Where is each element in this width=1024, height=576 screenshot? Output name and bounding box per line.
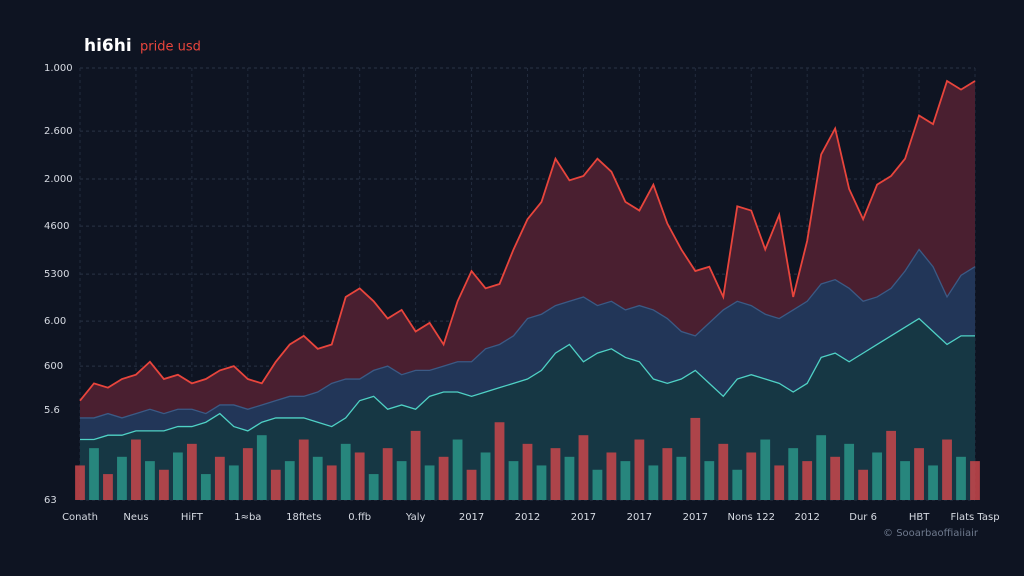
volume-bar (89, 448, 99, 500)
volume-bar (746, 452, 757, 500)
y-tick-label: 5.6 (44, 405, 60, 416)
volume-bar (536, 465, 547, 500)
volume-bar (508, 461, 519, 500)
volume-bar (914, 448, 924, 500)
volume-bar (75, 465, 85, 500)
volume-bar (802, 461, 813, 500)
volume-bar (760, 439, 771, 500)
x-tick-label: Neus (123, 512, 148, 523)
y-tick-label: 4600 (44, 221, 69, 232)
x-tick-label: 2012 (794, 512, 819, 523)
volume-bar (578, 435, 589, 500)
volume-bar (480, 452, 491, 500)
volume-bar (159, 469, 169, 500)
x-tick-label: 18ftets (286, 512, 321, 523)
volume-bar (131, 439, 141, 500)
volume-bar (396, 461, 407, 500)
x-tick-label: Flats Tasp (950, 512, 999, 523)
volume-bar (326, 465, 337, 500)
volume-bar (312, 456, 323, 500)
volume-bar (956, 456, 966, 500)
x-tick-label: 2017 (683, 512, 708, 523)
x-tick-label: 2017 (571, 512, 596, 523)
series-line (80, 317, 975, 441)
y-tick-label: 63 (44, 495, 57, 506)
volume-bar (368, 474, 379, 500)
x-tick-label: 2017 (627, 512, 652, 523)
chart-subtitle: pride usd (140, 40, 201, 55)
x-tick-label: HiFT (181, 512, 204, 523)
series-line (80, 248, 976, 419)
volume-bar (774, 465, 785, 500)
volume-bar (830, 456, 841, 500)
volume-bar (788, 448, 799, 500)
series-line (79, 79, 976, 402)
volume-bar (942, 439, 952, 500)
x-tick-label: Conath (62, 512, 98, 523)
x-tick-label: 0.ffb (348, 512, 371, 523)
volume-bar (242, 448, 253, 500)
volume-bar (186, 443, 197, 500)
volume-bar (900, 461, 910, 500)
volume-bar (438, 456, 449, 500)
volume-bar (522, 443, 533, 500)
volume-bar (117, 456, 127, 500)
volume-bar (103, 474, 113, 500)
x-tick-label: Dur 6 (849, 512, 877, 523)
volume-bar (690, 417, 701, 500)
y-tick-label: 6.00 (44, 316, 66, 327)
y-tick-label: 2.000 (44, 174, 73, 185)
attribution: © Sooarbaoffiaiiair (883, 528, 979, 539)
volume-bar (228, 465, 239, 500)
volume-bar (648, 465, 659, 500)
volume-bar (620, 461, 631, 500)
volume-bar (872, 452, 883, 500)
volume-bar (676, 456, 687, 500)
volume-bar (410, 430, 421, 500)
x-tick-label: 1≈ba (234, 512, 261, 523)
volume-bar (816, 435, 827, 500)
y-tick-label: 1.000 (44, 63, 73, 74)
volume-bar (718, 443, 729, 500)
volume-bar (145, 461, 155, 500)
volume-bar (634, 439, 645, 500)
x-tick-label: 2017 (459, 512, 484, 523)
volume-bar (564, 456, 575, 500)
x-tick-label: 2012 (515, 512, 540, 523)
volume-bar (592, 469, 603, 500)
volume-bar (424, 465, 435, 500)
volume-bar (354, 452, 365, 500)
volume-bar (270, 469, 281, 500)
volume-bar (256, 435, 267, 500)
x-tick-label: Yaly (405, 512, 426, 523)
volume-bar (662, 448, 673, 500)
y-tick-label: 600 (44, 361, 63, 372)
volume-bar (494, 422, 505, 500)
volume-bar (844, 443, 855, 500)
volume-bar (382, 448, 393, 500)
volume-bar (298, 439, 309, 500)
volume-bar (886, 430, 896, 500)
volume-bar (704, 461, 715, 500)
volume-bar (172, 452, 183, 500)
chart-title: hi6hi (84, 36, 132, 56)
volume-bar (284, 461, 295, 500)
x-tick-label: HBT (909, 512, 930, 523)
volume-bar (214, 456, 225, 500)
volume-bar (550, 448, 561, 500)
volume-bar (200, 474, 211, 500)
x-tick-label: Nons 122 (728, 512, 775, 523)
volume-bar (732, 469, 743, 500)
y-tick-label: 5300 (44, 269, 69, 280)
volume-bar (466, 469, 477, 500)
volume-bar (928, 465, 938, 500)
volume-bar (606, 452, 617, 500)
volume-bar (858, 469, 869, 500)
volume-bar (452, 439, 463, 500)
y-tick-label: 2.600 (44, 126, 73, 137)
volume-bar (340, 443, 351, 500)
volume-bar (970, 461, 980, 500)
